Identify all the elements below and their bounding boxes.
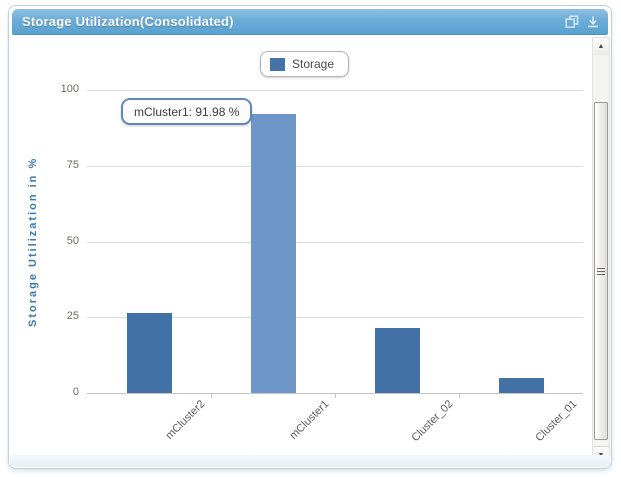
y-tick-label: 25 <box>66 310 79 323</box>
panel-header: Storage Utilization(Consolidated) <box>12 9 608 35</box>
x-tick <box>335 393 336 398</box>
scroll-up-button[interactable]: ▲ <box>593 38 609 55</box>
panel-footer <box>10 455 610 467</box>
storage-utilization-panel: Storage Utilization(Consolidated) Storag… <box>8 5 612 469</box>
download-icon[interactable] <box>586 15 600 29</box>
scrollbar-thumb[interactable] <box>594 102 608 440</box>
legend-label: Storage <box>292 57 335 71</box>
y-tick-label: 100 <box>60 83 79 95</box>
legend-swatch <box>270 57 285 71</box>
bar-Cluster_01[interactable] <box>498 378 544 393</box>
gridline-25 <box>87 317 583 319</box>
bar-Cluster_02[interactable] <box>374 328 420 393</box>
x-tick <box>211 393 212 398</box>
header-icons <box>565 15 600 29</box>
y-axis-title: Storage Utilization in % <box>27 156 39 327</box>
bar-mCluster1[interactable] <box>250 114 296 393</box>
x-tick <box>459 393 460 398</box>
legend[interactable]: Storage <box>260 51 350 77</box>
y-tick-label: 0 <box>72 386 79 398</box>
gridline-50 <box>87 241 583 243</box>
popout-icon[interactable] <box>565 15 579 29</box>
tooltip: mCluster1: 91.98 % <box>121 98 253 125</box>
y-tick-label: 75 <box>66 158 79 171</box>
vertical-scrollbar[interactable]: ▲ ▼ <box>592 37 610 464</box>
chart-plot-area: Storage Utilization in % 0 25 50 75 100 mClus… <box>10 36 610 455</box>
gridline-100 <box>87 90 583 91</box>
panel-title: Storage Utilization(Consolidated) <box>22 14 234 29</box>
gridline-75 <box>87 165 583 167</box>
bar-mCluster2[interactable] <box>126 313 172 393</box>
chart-area: Storage Storage Utilization in % 0 25 50 75… <box>10 36 610 464</box>
arrow-up-icon: ▲ <box>597 43 605 50</box>
y-tick-label: 50 <box>66 234 79 247</box>
